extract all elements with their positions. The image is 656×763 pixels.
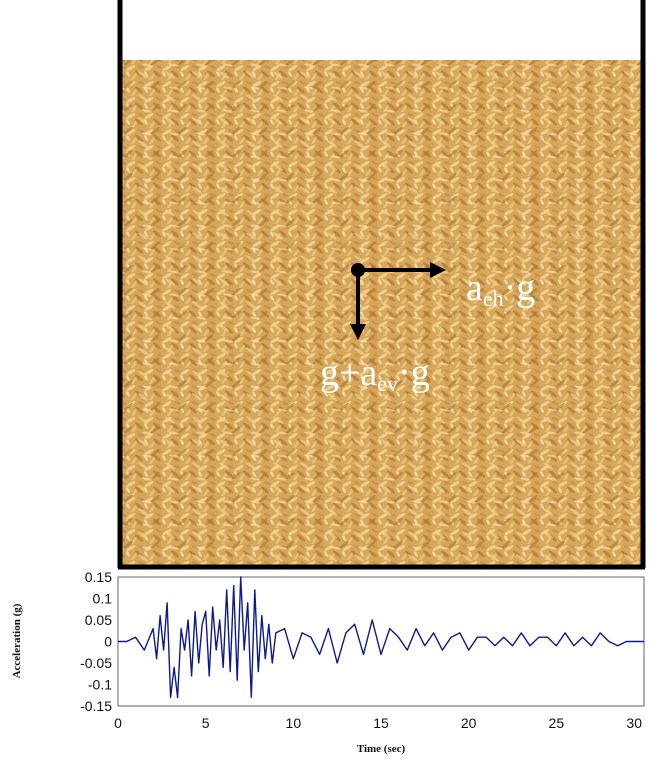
vertical-arrowhead-icon [350, 324, 366, 340]
acceleration-series [118, 576, 644, 699]
x-tick-label: 25 [549, 715, 565, 731]
vertical-force-label: g+aev·g [320, 352, 430, 396]
acceleration-chart: 0.150.10.050-0.05-0.1-0.15 0 5 10 15 20 25 30 … [11, 569, 645, 755]
force-diagram: aeh·g g+aev·g [320, 262, 535, 396]
y-tick-label: -0.15 [80, 698, 112, 714]
x-tick-label: 10 [286, 715, 302, 731]
grain-texture [121, 60, 641, 565]
y-tick-label: 0 [104, 634, 112, 650]
y-axis-ticks: 0.15 0.1 0.05 0 -0.05 -0.1 -0.15 [80, 569, 112, 714]
y-tick-label: 0.15 [85, 569, 112, 585]
x-tick-label: 15 [373, 715, 389, 731]
y-tick-label: -0.1 [88, 677, 112, 693]
y-tick-label: -0.05 [80, 655, 112, 671]
x-axis-title: Time (sec) [357, 743, 406, 755]
silo [117, 0, 646, 570]
horizontal-force-label: aeh·g [466, 267, 535, 311]
x-axis-ticks: 0 5 10 15 20 25 30 [114, 715, 642, 731]
x-tick-label: 20 [461, 715, 477, 731]
y-tick-label: 0.05 [85, 612, 112, 628]
x-tick-label: 0 [114, 715, 122, 731]
y-tick-label: 0.1 [93, 591, 113, 607]
x-tick-label: 5 [202, 715, 210, 731]
y-axis-title: Acceleration (g) [11, 603, 23, 678]
horizontal-arrowhead-icon [430, 262, 446, 278]
x-tick-label: 30 [626, 715, 642, 731]
